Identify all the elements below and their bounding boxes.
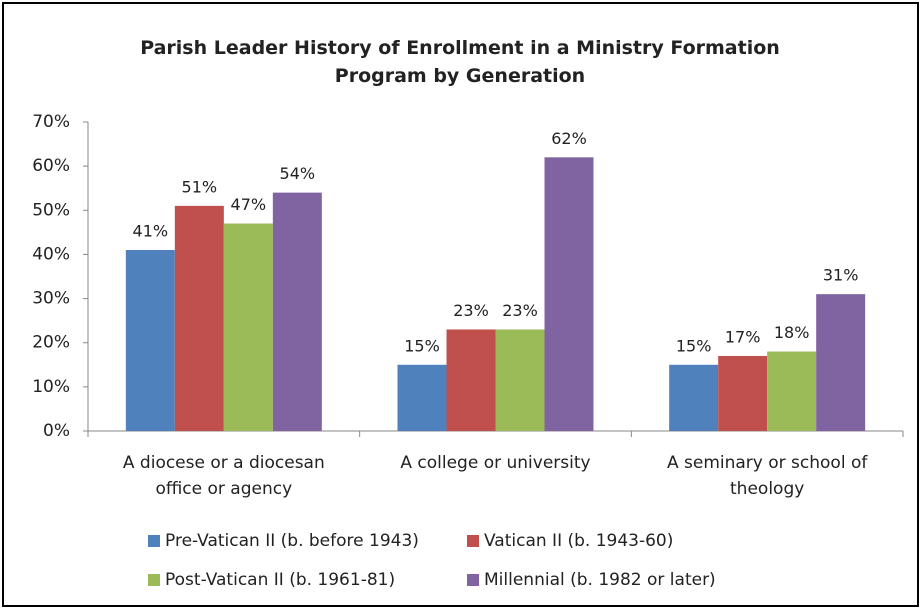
bar [223, 223, 273, 431]
data-label: 41% [133, 222, 169, 241]
legend-swatch [148, 535, 160, 547]
bar [125, 250, 175, 431]
bar [767, 351, 817, 431]
legend-label: Millennial (b. 1982 or later) [484, 570, 716, 590]
bar [272, 192, 322, 431]
data-label: 54% [280, 164, 316, 183]
bar [544, 157, 594, 432]
x-tick-label: A college or university [400, 453, 591, 473]
data-label: 15% [676, 336, 712, 355]
chart-title: Parish Leader History of Enrollment in a… [140, 37, 780, 87]
data-label: 18% [774, 323, 810, 342]
x-tick-label: A seminary or school of theology [666, 453, 868, 499]
bar [718, 355, 768, 431]
legend-label: Pre-Vatican II (b. before 1943) [165, 531, 419, 551]
bar [816, 294, 866, 431]
legend-swatch [467, 574, 479, 586]
bar [495, 329, 545, 431]
y-tick-label: 20% [32, 333, 70, 353]
legend-swatch [467, 535, 479, 547]
data-label: 23% [502, 301, 538, 320]
y-tick-label: 10% [32, 377, 70, 397]
y-tick-label: 60% [32, 156, 70, 176]
data-label: 15% [404, 336, 440, 355]
y-tick-label: 30% [32, 289, 70, 309]
bar [174, 205, 224, 431]
data-label: 31% [823, 266, 859, 285]
legend-label: Post-Vatican II (b. 1961-81) [165, 570, 395, 590]
y-tick-label: 40% [32, 244, 70, 264]
legend-label: Vatican II (b. 1943-60) [484, 531, 673, 551]
data-label: 17% [725, 327, 761, 346]
x-tick-label: A diocese or a diocesan office or agency [122, 453, 325, 499]
bar [669, 364, 719, 431]
data-label: 23% [453, 301, 489, 320]
bar [446, 329, 496, 431]
data-label: 62% [551, 129, 587, 148]
data-label: 47% [231, 195, 267, 214]
bar [397, 364, 447, 431]
data-label: 51% [182, 177, 218, 196]
y-tick-label: 0% [43, 421, 70, 441]
y-tick-label: 50% [32, 200, 70, 220]
legend-swatch [148, 574, 160, 586]
y-tick-label: 70% [32, 112, 70, 132]
